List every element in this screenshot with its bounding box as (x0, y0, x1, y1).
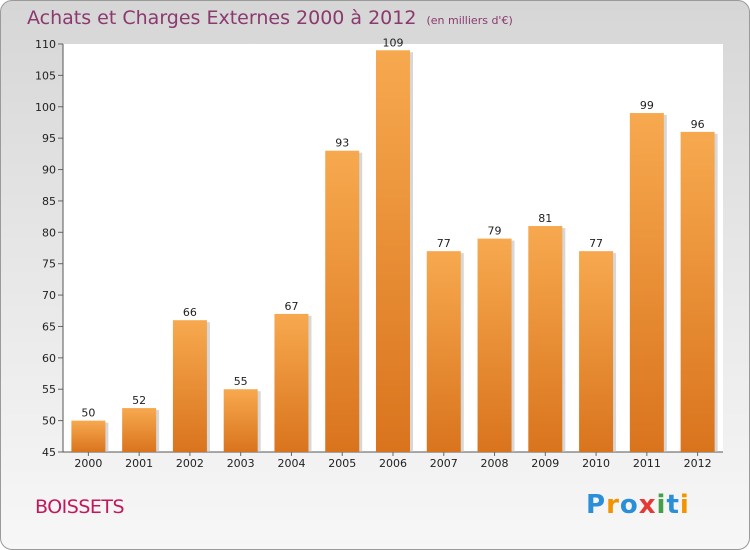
logo-letter: t (666, 490, 680, 520)
bar (172, 320, 207, 452)
x-tick-label: 2006 (379, 457, 407, 470)
bar-value-label: 55 (234, 375, 248, 388)
logo-letter: o (619, 490, 639, 520)
bar-value-label: 50 (81, 407, 95, 420)
x-tick-label: 2005 (328, 457, 356, 470)
logo-letter: i (656, 490, 667, 520)
bar-value-label: 67 (284, 300, 298, 313)
bar-value-label: 66 (183, 306, 197, 319)
bar (680, 131, 715, 452)
bar (477, 238, 512, 452)
y-tick-label: 70 (42, 289, 56, 302)
bar-value-label: 96 (691, 118, 705, 131)
bar (629, 113, 664, 453)
bar (579, 251, 614, 452)
bar (376, 50, 410, 453)
logo-letter: P (586, 490, 607, 520)
logo-letter: i (679, 490, 690, 520)
x-tick-label: 2003 (227, 457, 255, 470)
y-tick-label: 65 (42, 320, 56, 333)
chart-title: Achats et Charges Externes 2000 à 2012 (e… (27, 7, 513, 29)
bar-value-label: 77 (589, 237, 603, 250)
y-tick-label: 55 (42, 383, 56, 396)
bar (122, 408, 157, 452)
x-tick-label: 2008 (481, 457, 509, 470)
x-tick-label: 2011 (633, 457, 661, 470)
chart-title-text: Achats et Charges Externes 2000 à 2012 (27, 7, 417, 29)
bar-value-label: 109 (383, 36, 404, 49)
bar-value-label: 79 (488, 225, 502, 238)
y-tick-label: 105 (35, 69, 56, 82)
y-tick-label: 95 (42, 132, 56, 145)
x-tick-label: 2004 (277, 457, 305, 470)
bar-value-label: 81 (538, 212, 552, 225)
logo-letter: r (606, 490, 620, 520)
chart-subtitle: (en milliers d'€) (426, 14, 513, 27)
y-tick-label: 110 (35, 38, 56, 51)
y-tick-label: 100 (35, 101, 56, 114)
x-tick-label: 2010 (582, 457, 610, 470)
bar-value-label: 93 (335, 137, 349, 150)
bar (223, 389, 258, 452)
commune-name: BOISSETS (35, 496, 125, 518)
bar (274, 313, 309, 452)
x-tick-label: 2007 (430, 457, 458, 470)
x-tick-label: 2000 (74, 457, 102, 470)
bar-value-label: 52 (132, 394, 146, 407)
y-tick-label: 75 (42, 258, 56, 271)
bar (426, 251, 461, 452)
x-tick-label: 2001 (125, 457, 153, 470)
x-tick-label: 2012 (684, 457, 712, 470)
bar-value-label: 77 (437, 237, 451, 250)
bar (325, 150, 360, 452)
y-tick-label: 80 (42, 226, 56, 239)
y-tick-label: 45 (42, 446, 56, 459)
proxiti-logo: Proxiti (586, 490, 690, 520)
logo-letter: x (638, 490, 657, 520)
bar (71, 420, 106, 452)
y-tick-label: 85 (42, 195, 56, 208)
x-tick-label: 2009 (531, 457, 559, 470)
x-tick-label: 2002 (176, 457, 204, 470)
bar-value-label: 99 (640, 99, 654, 112)
y-tick-label: 60 (42, 352, 56, 365)
y-tick-label: 50 (42, 415, 56, 428)
y-tick-label: 90 (42, 164, 56, 177)
bar (528, 226, 563, 452)
